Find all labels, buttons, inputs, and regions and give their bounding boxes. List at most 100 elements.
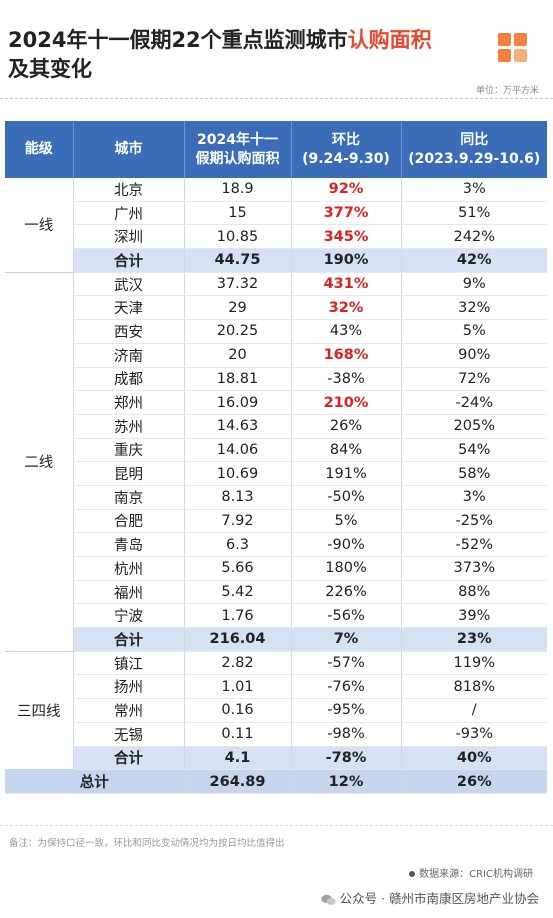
table-row: 杭州 5.66 180% 373% [5,556,547,581]
wechat-account: 公众号 · 赣州市南康区房地产业协会 [320,888,539,907]
table-row: 福州 5.42 226% 88% [5,580,547,605]
title-line1: 2024年十一假期22个重点监测城市 [8,28,348,52]
column-header-text: 2024年十一 [197,131,278,148]
table-row: 深圳 10.85 345% 242% [5,224,547,250]
table-row: 苏州 14.63 26% 205% [5,414,547,439]
area-cell: 20 [184,343,292,368]
area-cell: 8.13 [184,485,292,510]
city-cell: 常州 [73,698,185,723]
city-cell: 武汉 [73,272,185,297]
mom-cell: -76% [291,674,402,700]
yoy-cell: 26% [401,769,547,794]
city-cell: 宁波 [73,603,185,629]
table-row: 合肥 7.92 5% -25% [5,509,547,534]
city-cell: 合肥 [73,509,185,534]
table-row: 成都 18.81 -38% 72% [5,367,547,392]
table-row: 三四线 镇江 2.82 -57% 119% [5,651,547,771]
mom-cell: -50% [291,485,402,510]
yoy-cell: 42% [401,248,547,273]
mom-cell: 92% [291,178,402,202]
area-cell: 216.04 [184,627,292,652]
tier-cell: 二线 [5,272,74,652]
divider [0,825,553,826]
column-header: 城市 [73,121,185,178]
mom-cell: 5% [291,509,402,534]
area-cell: 1.01 [184,674,292,700]
city-cell: 重庆 [73,438,185,463]
area-cell: 10.69 [184,461,292,486]
yoy-cell: 90% [401,343,547,368]
yoy-cell: 54% [401,438,547,463]
table-row: 扬州 1.01 -76% 818% [5,674,547,700]
area-cell: 44.75 [184,248,292,273]
table-row: 济南 20 168% 90% [5,343,547,368]
table-row: 郑州 16.09 210% -24% [5,390,547,415]
mom-cell: 32% [291,295,402,321]
table-row: 一线 北京 18.9 92% 3% [5,178,547,273]
yoy-cell: 242% [401,224,547,250]
table-row: 西安 20.25 43% 5% [5,319,547,344]
logo-icon [498,33,528,63]
yoy-cell: 88% [401,580,547,605]
total-row: 总计 264.89 12% 26% [5,769,547,794]
yoy-cell: 39% [401,603,547,629]
city-cell: 广州 [73,201,185,226]
area-cell: 18.9 [184,178,292,202]
table-row: 青岛 6.3 -90% -52% [5,532,547,557]
city-cell: 青岛 [73,532,185,557]
yoy-cell: 58% [401,461,547,486]
area-cell: 7.92 [184,509,292,534]
page-title: 2024年十一假期22个重点监测城市认购面积 及其变化 [8,26,478,84]
yoy-cell: 40% [401,746,547,771]
divider [0,98,553,99]
column-header-text: (9.24-9.30) [302,150,390,167]
table-row: 二线 武汉 37.32 431% 9% [5,272,547,652]
column-header-text: 城市 [114,141,143,157]
yoy-cell: -52% [401,532,547,557]
column-header-text: (2023.9.29-10.6) [408,150,541,167]
yoy-cell: 373% [401,556,547,581]
subtotal-row: 合计 44.75 190% 42% [5,248,547,273]
data-table: 能级 城市 2024年十一 假期认购面积 环比 (9.24-9.30) 同比 (2023.9.… [5,121,547,794]
yoy-cell: 119% [401,651,547,676]
column-header: 环比 (9.24-9.30) [291,121,402,178]
city-cell: 无锡 [73,722,185,747]
city-cell: 成都 [73,367,185,392]
column-header: 同比 (2023.9.29-10.6) [401,121,547,178]
city-cell: 杭州 [73,556,185,581]
wechat-text: 公众号 · 赣州市南康区房地产业协会 [339,891,539,906]
title-line2: 及其变化 [8,57,92,81]
data-source-text: 数据来源：CRIC机构调研 [419,869,533,880]
yoy-cell: -25% [401,509,547,534]
mom-cell: 7% [291,627,402,652]
subtotal-label: 合计 [73,627,185,652]
mom-cell: -38% [291,367,402,392]
city-cell: 扬州 [73,674,185,700]
area-cell: 2.82 [184,651,292,676]
table-body: 一线 北京 18.9 92% 3% 广州 15 377% 51% 深圳 10.85 345% 242% 合… [5,178,547,794]
area-cell: 6.3 [184,532,292,557]
column-header-text: 同比 [460,131,489,148]
table-row: 宁波 1.76 -56% 39% [5,603,547,629]
city-cell: 南京 [73,485,185,510]
table-row: 无锡 0.11 -98% -93% [5,722,547,747]
table-row: 广州 15 377% 51% [5,201,547,226]
mom-cell: 43% [291,319,402,344]
tier-cell: 三四线 [5,651,74,771]
footnote: 备注：为保持口径一致，环比和同比变动情况均为按日均比值得出 [9,838,285,849]
yoy-cell: -93% [401,722,547,747]
mom-cell: 210% [291,390,402,415]
column-header-text: 环比 [332,131,360,148]
city-cell: 深圳 [73,224,185,250]
area-cell: 14.06 [184,438,292,463]
city-cell: 郑州 [73,390,185,415]
city-cell: 济南 [73,343,185,368]
yoy-cell: 9% [401,272,547,297]
mom-cell: 431% [291,272,402,297]
column-header: 能级 [5,121,74,178]
yoy-cell: 3% [401,178,547,202]
yoy-cell: -24% [401,390,547,415]
area-cell: 15 [184,201,292,226]
area-cell: 0.11 [184,722,292,747]
yoy-cell: 205% [401,414,547,439]
